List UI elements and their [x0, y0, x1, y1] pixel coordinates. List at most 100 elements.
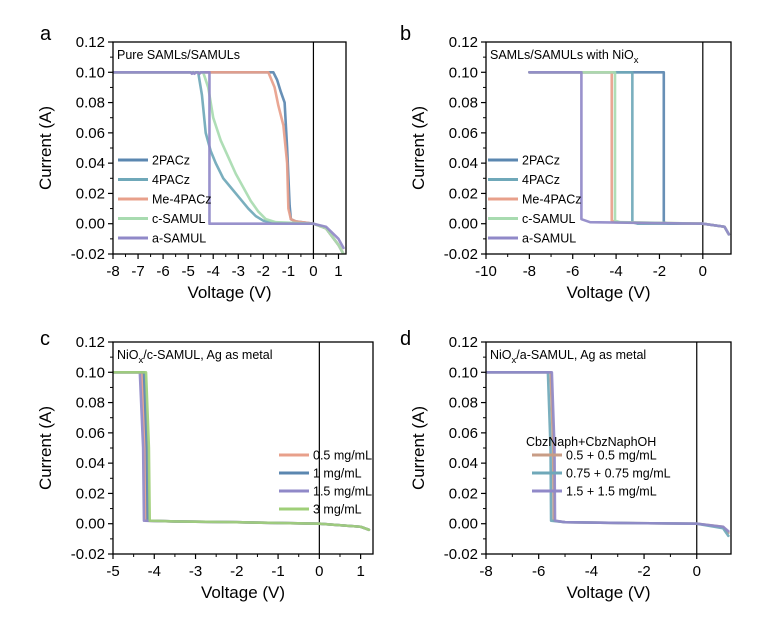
- legend-label: 0.5 + 0.5 mg/mL: [566, 449, 657, 463]
- legend-label: Me-4PACz: [522, 193, 582, 207]
- y-tick-label: -0.02: [71, 546, 105, 563]
- legend-label: c-SAMUL: [152, 212, 206, 226]
- legend-label: 0.5 mg/mL: [313, 449, 372, 463]
- panel-letter: d: [400, 328, 411, 350]
- legend-label: a-SAMUL: [522, 232, 576, 246]
- y-tick-label: 0.02: [449, 485, 478, 502]
- x-tick-label: -2: [653, 263, 666, 280]
- chart-panel-c: -0.02 0.00 0.02 0.04 0.06 0.08 0.10 0.12 -5 -4 -3 -…: [36, 328, 374, 602]
- legend-label: Me-4PACz: [152, 193, 212, 207]
- y-tick-label: -0.02: [444, 546, 478, 563]
- y-axis-label: Current (A): [409, 106, 428, 190]
- x-tick-label: -8: [523, 263, 536, 280]
- y-tick-label: 0.12: [76, 334, 105, 351]
- legend-title: CbzNaph+CbzNaphOH: [526, 435, 656, 449]
- y-tick-label: 0.08: [449, 395, 478, 412]
- chart-panel-b: -0.02 0.00 0.02 0.04 0.06 0.08 0.10 0.12 -10 -8 -6…: [400, 23, 732, 302]
- x-tick-label: -7: [131, 263, 144, 280]
- legend: 2PACz 4PACz Me-4PACz c-SAMUL a-SAMUL: [488, 154, 582, 246]
- panel-letter: c: [40, 328, 50, 350]
- legend: 0.5 mg/mL 1 mg/mL 1.5 mg/mL 3 mg/mL: [279, 449, 372, 517]
- series-line-2pacz: [113, 70, 345, 254]
- y-tick-label: 0.02: [76, 185, 105, 202]
- chart-panel-a: -0.020.000.020.040.060.080.100.12-8 -7 -6-…: [36, 23, 347, 302]
- y-tick-label: 0.04: [76, 155, 105, 172]
- panel-title: SAMLs/SAMULs with NiOx: [490, 48, 639, 66]
- y-tick-label: 0.02: [449, 185, 478, 202]
- y-tick-label: 0.06: [76, 125, 105, 142]
- series-line-a-samul: [113, 70, 345, 250]
- y-tick-label: 0.10: [76, 364, 105, 381]
- series-line-3-mg-ml: [113, 370, 371, 532]
- x-tick-label: -4: [148, 563, 161, 580]
- x-tick-label: -4: [609, 263, 622, 280]
- series-line-1-5-1-5-mg-ml: [486, 370, 730, 533]
- x-axis-label: Voltage (V): [187, 283, 271, 302]
- y-tick-label: 0.12: [449, 34, 478, 51]
- y-tick-label: 0.10: [76, 64, 105, 81]
- y-tick-label: 0.08: [76, 95, 105, 112]
- y-tick-label: -0.02: [71, 246, 105, 263]
- panel-letter: a: [40, 23, 52, 45]
- y-tick-label: 0.00: [76, 516, 105, 533]
- x-tick-label: 0: [315, 563, 323, 580]
- y-tick-label: 0.12: [449, 334, 478, 351]
- legend-label: 0.75 + 0.75 mg/mL: [566, 467, 671, 481]
- legend-label: 4PACz: [152, 173, 190, 187]
- y-axis-label: Current (A): [36, 406, 55, 490]
- series-line-me-4pacz: [113, 70, 345, 254]
- legend-label: 2PACz: [522, 154, 560, 168]
- y-axis-label: Current (A): [36, 106, 55, 190]
- x-tick-label: 0: [699, 263, 707, 280]
- legend-label: 1.5 + 1.5 mg/mL: [566, 485, 657, 499]
- x-tick-label: 0: [693, 563, 701, 580]
- legend-label: 4PACz: [522, 173, 560, 187]
- legend-label: a-SAMUL: [152, 232, 206, 246]
- panel-title: NiOx/a-SAMUL, Ag as metal: [490, 348, 646, 366]
- x-tick-label: 1: [356, 563, 364, 580]
- x-tick-label: -6: [156, 263, 169, 280]
- y-tick-label: -0.02: [444, 246, 478, 263]
- x-tick-label: -5: [106, 563, 119, 580]
- x-tick-label: -6: [566, 263, 579, 280]
- legend-label: c-SAMUL: [522, 212, 576, 226]
- x-tick-label: -5: [181, 263, 194, 280]
- series-group: [486, 370, 730, 538]
- x-tick-label: -2: [230, 563, 243, 580]
- y-tick-label: 0.06: [449, 425, 478, 442]
- y-tick-label: 0.04: [76, 455, 105, 472]
- y-tick-label: 0.12: [76, 34, 105, 51]
- x-tick-label: -6: [532, 563, 545, 580]
- x-tick-label: 0: [309, 263, 317, 280]
- x-axis-label: Voltage (V): [566, 583, 650, 602]
- x-axis-label: Voltage (V): [201, 583, 285, 602]
- series-line-c-samul: [113, 70, 345, 254]
- series-group: [528, 70, 731, 236]
- y-tick-label: 0.10: [449, 364, 478, 381]
- series-group: [113, 370, 371, 532]
- legend: 2PACz 4PACz Me-4PACz c-SAMUL a-SAMUL: [118, 154, 212, 246]
- x-tick-label: -3: [189, 563, 202, 580]
- y-tick-label: 0.08: [449, 95, 478, 112]
- x-tick-label: -4: [585, 563, 598, 580]
- y-tick-label: 0.10: [449, 64, 478, 81]
- series-group: [113, 70, 345, 254]
- y-tick-label: 0.06: [449, 125, 478, 142]
- y-tick-label: 0.08: [76, 395, 105, 412]
- chart-panel-d: -0.02 0.00 0.02 0.04 0.06 0.08 0.10 0.12 -8 -6 -4 -…: [400, 328, 732, 602]
- legend-label: 1.5 mg/mL: [313, 485, 372, 499]
- legend-label: 3 mg/mL: [313, 503, 362, 517]
- y-tick-label: 0.06: [76, 425, 105, 442]
- series-line-4pacz: [113, 70, 345, 254]
- x-tick-label: -8: [479, 563, 492, 580]
- x-tick-label: -2: [257, 263, 270, 280]
- x-tick-label: -1: [282, 263, 295, 280]
- y-tick-label: 0.04: [449, 155, 478, 172]
- x-tick-label: -2: [637, 563, 650, 580]
- panel-title: NiOx/c-SAMUL, Ag as metal: [117, 348, 273, 366]
- y-tick-label: 0.00: [449, 516, 478, 533]
- y-tick-label: 0.04: [449, 455, 478, 472]
- y-axis-label: Current (A): [409, 406, 428, 490]
